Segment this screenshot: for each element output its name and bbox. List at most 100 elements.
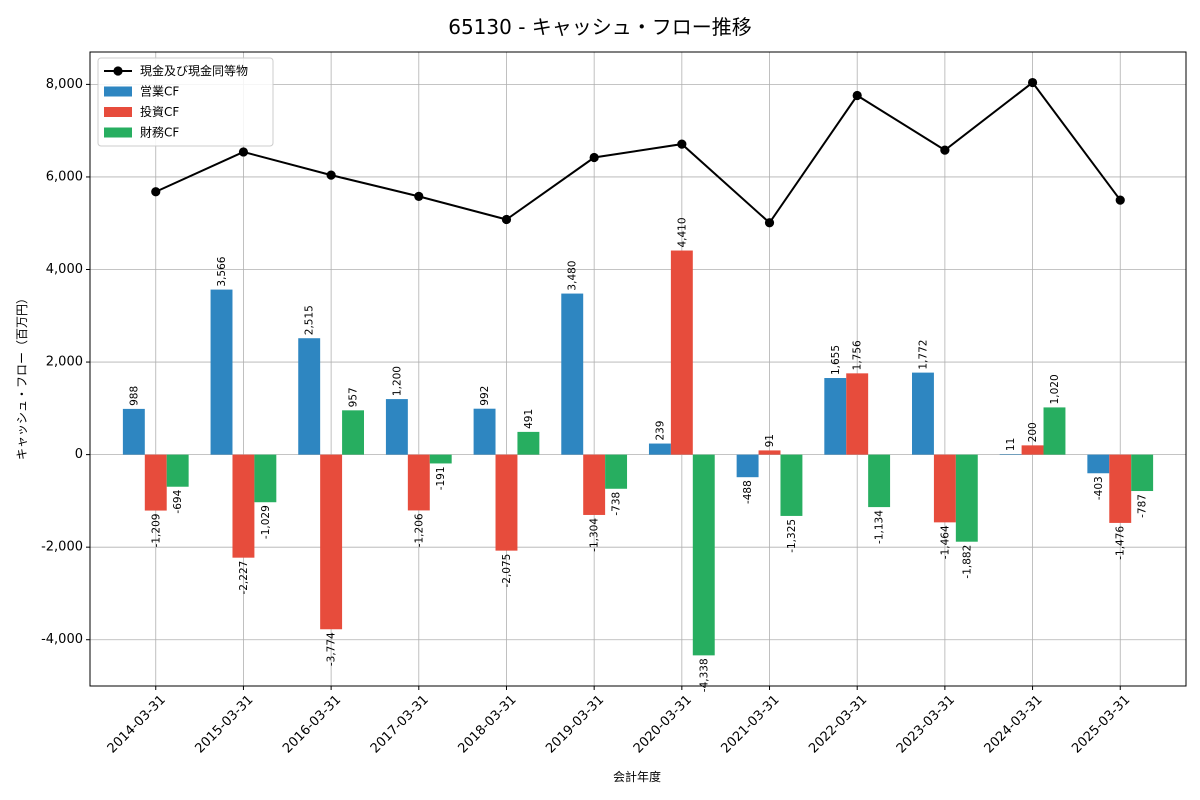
cash-point-2016-03-31 bbox=[326, 170, 336, 180]
bar-財務CF-2018-03-31 bbox=[517, 431, 540, 455]
data-label: -1,134 bbox=[874, 510, 886, 544]
data-label: 11 bbox=[1005, 438, 1017, 451]
bar-営業CF-2017-03-31 bbox=[385, 399, 408, 455]
bar-財務CF-2014-03-31 bbox=[166, 454, 189, 487]
data-label: -1,304 bbox=[589, 518, 601, 552]
bar-投資CF-2014-03-31 bbox=[144, 454, 167, 511]
data-label: -3,774 bbox=[326, 632, 338, 666]
bar-営業CF-2016-03-31 bbox=[298, 338, 321, 455]
cash-line bbox=[155, 81, 1122, 225]
y-tick-label: 0 bbox=[75, 447, 83, 462]
legend-label: 投資CF bbox=[140, 104, 179, 119]
bar-財務CF-2025-03-31 bbox=[1131, 454, 1154, 492]
data-label: -191 bbox=[435, 466, 447, 490]
legend-swatch-bar bbox=[104, 127, 132, 138]
data-label: 1,020 bbox=[1049, 374, 1061, 404]
x-tick-label: 2024-03-31 bbox=[982, 692, 1046, 756]
bar-投資CF-2022-03-31 bbox=[846, 373, 869, 455]
cash-point-2017-03-31 bbox=[414, 191, 424, 201]
y-tick-label: 4,000 bbox=[46, 262, 83, 277]
data-label: 3,566 bbox=[216, 256, 228, 286]
plot-frame bbox=[89, 51, 1187, 687]
data-label: -1,476 bbox=[1115, 526, 1127, 560]
x-tick-label: 2018-03-31 bbox=[455, 692, 519, 756]
data-label: -1,206 bbox=[413, 513, 425, 547]
data-label: -1,882 bbox=[961, 545, 973, 579]
bar-投資CF-2021-03-31 bbox=[758, 450, 781, 455]
data-label: -488 bbox=[742, 480, 754, 504]
data-label: 1,200 bbox=[391, 366, 403, 396]
data-label: 1,772 bbox=[917, 340, 929, 370]
data-label: 239 bbox=[654, 421, 666, 441]
data-label: -787 bbox=[1137, 494, 1149, 518]
data-label: 3,480 bbox=[567, 261, 579, 291]
bar-営業CF-2015-03-31 bbox=[210, 289, 233, 455]
cash-point-2020-03-31 bbox=[677, 139, 687, 149]
y-axis-label: キャッシュ・フロー（百万円） bbox=[15, 292, 29, 460]
bar-営業CF-2018-03-31 bbox=[473, 408, 496, 455]
bar-投資CF-2017-03-31 bbox=[407, 454, 430, 511]
data-label: 91 bbox=[764, 434, 776, 447]
y-tick-label: -2,000 bbox=[41, 540, 83, 555]
y-tick-label: 2,000 bbox=[46, 355, 83, 370]
bar-財務CF-2019-03-31 bbox=[605, 454, 628, 489]
chart-title: 65130 - キャッシュ・フロー推移 bbox=[448, 15, 752, 39]
data-label: 1,655 bbox=[830, 345, 842, 375]
y-tick-label: 8,000 bbox=[46, 77, 83, 92]
legend-swatch-marker bbox=[113, 66, 123, 76]
data-labels: 988 3,566 2,515 1,200 992 3,480 239 -488 1,655 1,… bbox=[128, 217, 1148, 692]
cash-point-2018-03-31 bbox=[501, 214, 512, 225]
x-tick-label: 2021-03-31 bbox=[719, 692, 783, 756]
x-tick-label: 2023-03-31 bbox=[894, 692, 958, 756]
data-label: -738 bbox=[611, 492, 623, 516]
bar-財務CF-2024-03-31 bbox=[1043, 407, 1066, 455]
data-label: 4,410 bbox=[676, 217, 688, 247]
data-label: -2,075 bbox=[501, 554, 513, 588]
cash-point-2022-03-31 bbox=[852, 90, 862, 101]
data-label: -4,338 bbox=[698, 658, 710, 692]
legend-swatch-bar bbox=[104, 86, 132, 97]
legend-label: 現金及び現金同等物 bbox=[140, 63, 248, 78]
x-tick-label: 2014-03-31 bbox=[105, 692, 169, 756]
bar-投資CF-2020-03-31 bbox=[670, 250, 693, 455]
bar-財務CF-2021-03-31 bbox=[780, 454, 803, 516]
grid-lines bbox=[90, 52, 1186, 686]
x-tick-label: 2016-03-31 bbox=[280, 692, 344, 756]
y-tick-label: 6,000 bbox=[46, 169, 83, 184]
legend-swatch-bar bbox=[104, 107, 132, 117]
bar-財務CF-2023-03-31 bbox=[955, 454, 978, 542]
bar-営業CF-2014-03-31 bbox=[122, 408, 145, 455]
data-label: 957 bbox=[348, 387, 360, 407]
cash-point-2024-03-31 bbox=[1027, 77, 1038, 88]
cash-point-2015-03-31 bbox=[238, 147, 249, 157]
cash-point-2019-03-31 bbox=[589, 152, 599, 163]
data-label: -1,325 bbox=[786, 519, 798, 553]
x-axis-label: 会計年度 bbox=[613, 769, 661, 784]
bar-営業CF-2024-03-31 bbox=[999, 454, 1022, 455]
bar-投資CF-2015-03-31 bbox=[232, 454, 255, 558]
bar-財務CF-2016-03-31 bbox=[342, 410, 364, 455]
bar-投資CF-2023-03-31 bbox=[933, 454, 956, 523]
bar-財務CF-2017-03-31 bbox=[429, 454, 452, 464]
bar-series bbox=[122, 250, 1154, 656]
cash-point-2025-03-31 bbox=[1115, 195, 1125, 205]
y-tick-label: -4,000 bbox=[41, 632, 83, 647]
data-label: -2,227 bbox=[238, 561, 250, 595]
legend-label: 営業CF bbox=[140, 85, 179, 99]
x-tick-label: 2017-03-31 bbox=[368, 692, 432, 756]
bar-投資CF-2024-03-31 bbox=[1021, 445, 1044, 455]
data-label: -1,029 bbox=[260, 505, 272, 539]
bar-営業CF-2025-03-31 bbox=[1087, 454, 1110, 474]
bar-財務CF-2020-03-31 bbox=[692, 454, 715, 656]
data-label: 2,515 bbox=[304, 305, 316, 335]
x-tick-label: 2020-03-31 bbox=[631, 692, 695, 756]
bar-投資CF-2018-03-31 bbox=[495, 454, 518, 551]
bar-投資CF-2016-03-31 bbox=[320, 454, 343, 630]
legend-box bbox=[97, 57, 274, 147]
cash-point-2014-03-31 bbox=[151, 187, 161, 197]
bar-営業CF-2020-03-31 bbox=[648, 443, 671, 455]
data-label: -1,464 bbox=[939, 525, 951, 559]
x-tick-label: 2025-03-31 bbox=[1069, 692, 1133, 756]
